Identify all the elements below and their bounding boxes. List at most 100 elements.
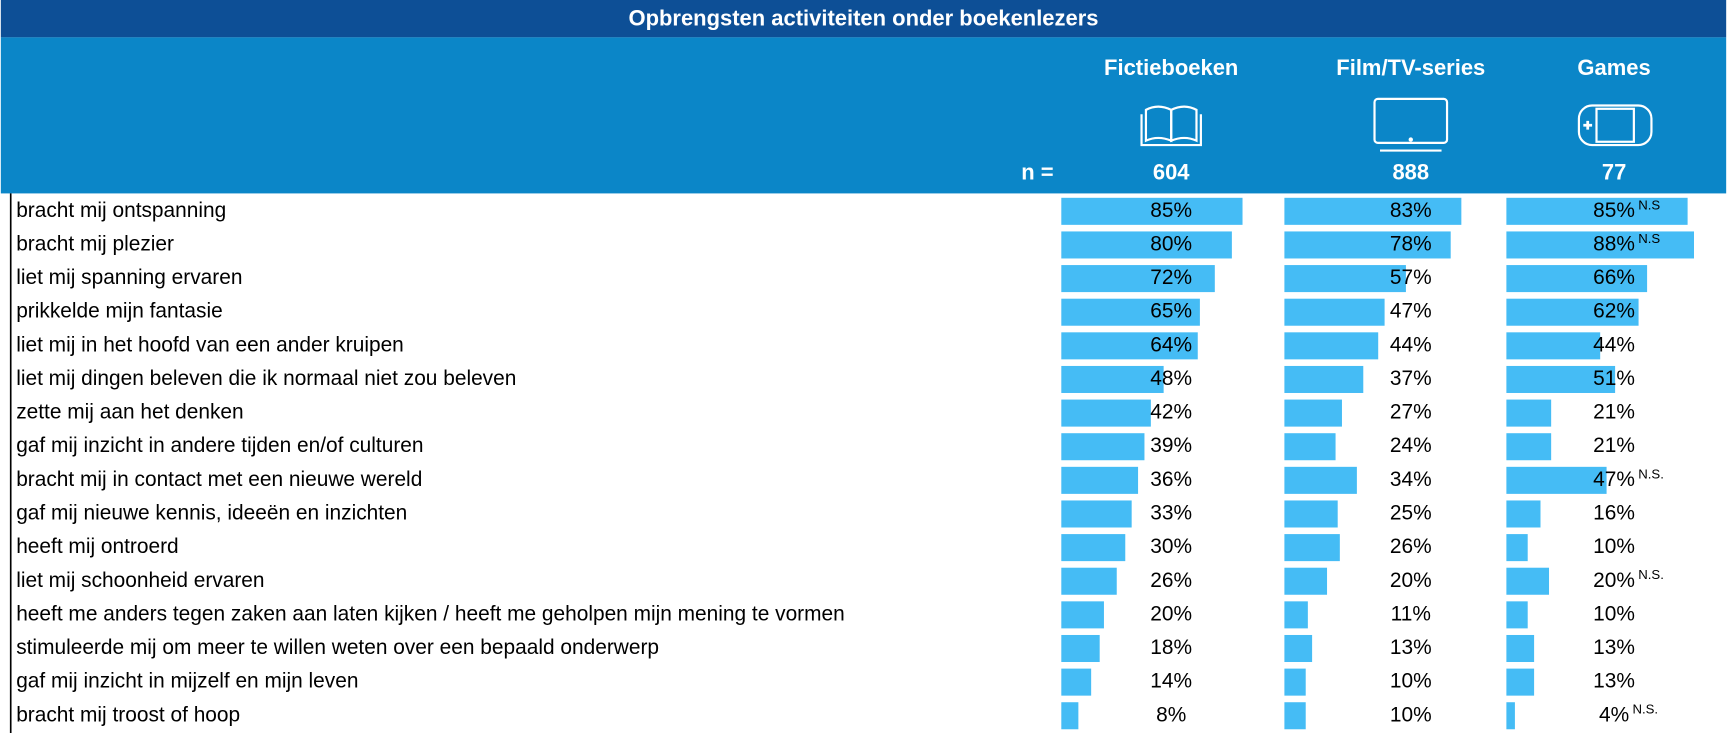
value-label: 21% xyxy=(1593,434,1635,457)
value-label: 13% xyxy=(1593,636,1635,659)
gamepad-icon xyxy=(1577,104,1653,147)
row-label: bracht mij troost of hoop xyxy=(16,703,240,726)
bar xyxy=(1061,332,1198,360)
row-label: stimuleerde mij om meer te willen weten … xyxy=(16,636,659,659)
value-label: 72% xyxy=(1150,266,1192,289)
value-label: 8% xyxy=(1156,703,1186,726)
bar xyxy=(1506,534,1528,562)
value-label: 47% xyxy=(1390,300,1432,323)
book-icon xyxy=(1140,105,1202,147)
value-label: 44% xyxy=(1390,333,1432,356)
row-label: heeft me anders tegen zaken aan laten ki… xyxy=(16,602,845,625)
n-value: 888 xyxy=(1392,159,1429,184)
tv-icon xyxy=(1373,97,1449,152)
bar xyxy=(1506,433,1552,461)
value-label: 16% xyxy=(1593,501,1635,524)
bar xyxy=(1506,365,1616,393)
value-label: 85% xyxy=(1150,199,1192,222)
bar xyxy=(1061,399,1151,427)
value-label: 34% xyxy=(1390,468,1432,491)
value-label: 83% xyxy=(1390,199,1432,222)
value-label: 85% xyxy=(1593,199,1635,222)
bar xyxy=(1506,197,1688,225)
note: N.S. xyxy=(1638,567,1664,582)
value-label: 26% xyxy=(1150,569,1192,592)
note: N.S xyxy=(1638,197,1660,212)
value-label: 65% xyxy=(1150,300,1192,323)
value-label: 36% xyxy=(1150,468,1192,491)
value-label: 39% xyxy=(1150,434,1192,457)
bar xyxy=(1506,332,1601,360)
value-label: 47% xyxy=(1593,468,1635,491)
bar xyxy=(1506,668,1535,696)
row-label: liet mij spanning ervaren xyxy=(16,266,242,289)
bar xyxy=(1506,500,1541,528)
header-band xyxy=(0,37,1727,194)
bar xyxy=(1284,332,1379,360)
bar xyxy=(1284,500,1338,528)
n-value: 77 xyxy=(1602,159,1626,184)
bar xyxy=(1506,634,1535,663)
value-label: 13% xyxy=(1390,636,1432,659)
value-label: 27% xyxy=(1390,401,1432,424)
bar xyxy=(1506,298,1639,326)
note: N.S. xyxy=(1632,702,1658,717)
value-label: 10% xyxy=(1390,670,1432,693)
column-header: Film/TV-series xyxy=(1336,55,1485,80)
value-label: 57% xyxy=(1390,266,1432,289)
bar xyxy=(1284,601,1308,629)
value-label: 66% xyxy=(1593,266,1635,289)
row-label: prikkelde mijn fantasie xyxy=(16,300,223,323)
value-label: 20% xyxy=(1390,569,1432,592)
bar xyxy=(1506,567,1550,595)
bar xyxy=(1506,399,1552,427)
value-label: 14% xyxy=(1150,670,1192,693)
bar xyxy=(1506,601,1528,629)
bar xyxy=(1284,668,1306,696)
column-header: Fictieboeken xyxy=(1104,55,1238,80)
bar xyxy=(1284,231,1451,259)
value-label: 10% xyxy=(1593,602,1635,625)
row-label: bracht mij in contact met een nieuwe wer… xyxy=(16,468,422,491)
bar xyxy=(1506,231,1694,259)
value-label: 20% xyxy=(1150,602,1192,625)
value-label: 30% xyxy=(1150,535,1192,558)
note: N.S. xyxy=(1638,466,1664,481)
bar xyxy=(1284,466,1357,494)
note: N.S xyxy=(1638,231,1660,246)
value-label: 44% xyxy=(1593,333,1635,356)
bar xyxy=(1284,567,1328,595)
value-label: 26% xyxy=(1390,535,1432,558)
bar xyxy=(1506,265,1648,293)
value-label: 78% xyxy=(1390,232,1432,255)
value-label: 10% xyxy=(1390,703,1432,726)
value-label: 88% xyxy=(1593,232,1635,255)
bar xyxy=(1061,500,1132,528)
n-value: 604 xyxy=(1153,159,1190,184)
value-label: 42% xyxy=(1150,401,1192,424)
row-label: bracht mij plezier xyxy=(16,232,174,255)
bar xyxy=(1061,634,1100,663)
bar xyxy=(1061,668,1092,696)
bar xyxy=(1061,567,1117,595)
bar xyxy=(1506,466,1607,494)
value-label: 11% xyxy=(1391,602,1431,625)
chart-title: Opbrengsten activiteiten onder boekenlez… xyxy=(628,6,1098,31)
bar xyxy=(1061,231,1232,259)
bar xyxy=(1061,601,1104,629)
row-label: heeft mij ontroerd xyxy=(16,535,178,558)
value-label: 64% xyxy=(1150,333,1192,356)
value-label: 33% xyxy=(1150,501,1192,524)
title-bar xyxy=(0,0,1727,38)
bar xyxy=(1061,298,1200,326)
bar xyxy=(1284,298,1385,326)
bar xyxy=(1061,433,1145,461)
value-label: 10% xyxy=(1593,535,1635,558)
value-label: 18% xyxy=(1150,636,1192,659)
value-label: 20% xyxy=(1593,569,1635,592)
bar xyxy=(1061,265,1215,293)
value-label: 51% xyxy=(1593,367,1635,390)
bar xyxy=(1506,702,1515,730)
bar xyxy=(1061,534,1126,562)
